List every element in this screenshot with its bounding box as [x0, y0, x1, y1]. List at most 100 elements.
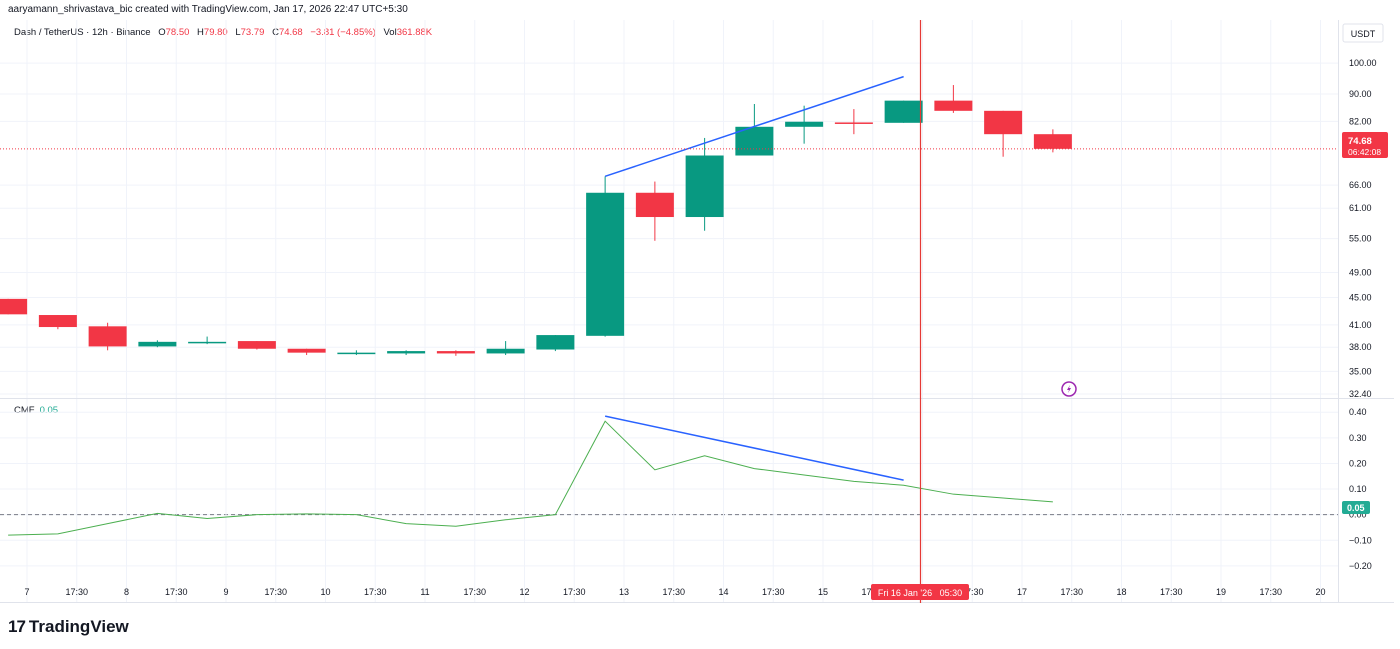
- time-tick-label: 17: [1017, 587, 1027, 597]
- time-tick-label: 17:30: [563, 587, 586, 597]
- bar-countdown: 06:42:08: [1348, 147, 1381, 157]
- cmf-trendline-segment: [604, 415, 904, 481]
- price-tick-label: 45.00: [1349, 293, 1372, 303]
- high-value: 79.80: [203, 27, 228, 38]
- time-tick-label: 20: [1315, 587, 1325, 597]
- cmf-tick-label: 0.30: [1349, 433, 1367, 443]
- price-tick-label: 35.00: [1349, 366, 1372, 376]
- price-tick-label: 49.00: [1349, 268, 1372, 278]
- cmf-tick-label: 0.40: [1349, 407, 1367, 417]
- symbol-name[interactable]: Dash / TetherUS · 12h · Binance: [14, 27, 151, 38]
- cmf-value-badge: 0.05: [1342, 501, 1370, 514]
- candle-body: [0, 298, 28, 315]
- symbol-legend[interactable]: Dash / TetherUS · 12h · Binance O78.50 H…: [14, 27, 432, 38]
- price-tick-label: 100.00: [1349, 58, 1377, 68]
- last-price-badge: 74.68 06:42:08: [1342, 132, 1388, 158]
- open-label: O: [158, 27, 166, 38]
- time-tick-label: 17:30: [961, 587, 984, 597]
- candle-body: [188, 341, 227, 344]
- close-value: 74.68: [278, 27, 303, 38]
- tradingview-brand: TradingView: [28, 617, 129, 636]
- grid: [0, 20, 1338, 602]
- time-tick-label: 12: [519, 587, 529, 597]
- time-tick-label: 14: [718, 587, 728, 597]
- time-tick-label: 19: [1216, 587, 1226, 597]
- tradingview-mark-icon: 17: [8, 617, 26, 636]
- pane-borders: [0, 20, 1394, 603]
- candle-body: [237, 341, 276, 349]
- currency-label: USDT: [1351, 29, 1376, 39]
- price-trendline[interactable]: [604, 75, 904, 178]
- price-tick-label: 38.00: [1349, 342, 1372, 352]
- time-tick-label: 17:30: [1259, 587, 1282, 597]
- cmf-tick-label: −0.20: [1349, 561, 1372, 571]
- cmf-tick-label: 0.10: [1349, 484, 1367, 494]
- cmf-line: [8, 420, 1053, 536]
- time-axis[interactable]: 7 17:30 8 17:30 9 17:30 10 17:30 11 17:30 12 17:30 1…: [24, 587, 1325, 597]
- candle-body: [387, 351, 426, 354]
- cmf-trendline[interactable]: [604, 415, 904, 481]
- candle-body: [984, 110, 1023, 135]
- candle-body: [785, 121, 824, 127]
- currency-badge[interactable]: USDT: [1342, 23, 1384, 43]
- candle-body: [536, 335, 575, 350]
- candle-body: [586, 192, 625, 336]
- candle-body: [635, 192, 674, 218]
- time-tick-label: 11: [420, 587, 429, 597]
- price-tick-label: 55.00: [1349, 234, 1372, 244]
- time-tick-label: 17:30: [1160, 587, 1183, 597]
- volume-value: 361.88K: [396, 27, 433, 38]
- cmf-tick-label: 0.00: [1349, 510, 1367, 520]
- price-trendline-segment: [604, 75, 904, 178]
- price-tick-label: 82.00: [1349, 116, 1372, 126]
- price-tick-label: 61.00: [1349, 203, 1372, 213]
- candle-body: [735, 126, 774, 156]
- price-tick-label: 90.00: [1349, 89, 1372, 99]
- cmf-series: [8, 420, 1053, 536]
- cmf-axis-value: 0.05: [1347, 503, 1365, 513]
- price-axis[interactable]: 100.00 90.00 82.00 66.00 61.00 55.00 49.00 45.0…: [1349, 58, 1377, 399]
- low-value: 73.79: [240, 27, 265, 38]
- candle-body: [38, 315, 77, 328]
- price-tick-label: 41.00: [1349, 320, 1372, 330]
- time-tick-label: 9: [223, 587, 228, 597]
- candle-body: [1033, 134, 1072, 149]
- time-tick-label: 18: [1116, 587, 1126, 597]
- cmf-legend[interactable]: CMF 0.05: [14, 405, 58, 416]
- candle-body: [88, 326, 127, 347]
- time-tick-label: 17:30: [165, 587, 188, 597]
- low-label: L: [235, 27, 241, 38]
- time-tick-label: 17:30: [65, 587, 88, 597]
- time-tick-label: 17:30: [364, 587, 387, 597]
- time-tick-label: 17:30: [1060, 587, 1083, 597]
- candle-body: [337, 352, 376, 355]
- candles[interactable]: [0, 85, 1072, 356]
- time-tick-label: 7: [24, 587, 29, 597]
- last-price-value: 74.68: [1348, 136, 1372, 147]
- time-tick-label: 8: [124, 587, 129, 597]
- high-label: H: [197, 27, 204, 38]
- candle-body: [884, 100, 923, 123]
- time-tick-label: 17:30: [264, 587, 287, 597]
- crosshair-time-label: Fri 16 Jan '26 05:30: [878, 588, 962, 598]
- cmf-axis[interactable]: 0.40 0.30 0.20 0.10 0.00 −0.10 −0.20: [1349, 407, 1372, 571]
- tradingview-logo[interactable]: 17 TradingView: [8, 617, 129, 637]
- cmf-tick-label: 0.20: [1349, 458, 1367, 468]
- crosshair-time-badge: Fri 16 Jan '26 05:30: [871, 584, 969, 600]
- open-value: 78.50: [165, 27, 190, 38]
- candle-body: [436, 351, 475, 354]
- cmf-name[interactable]: CMF: [14, 405, 35, 416]
- candle-body: [685, 155, 724, 218]
- volume-label: Vol: [383, 27, 397, 38]
- time-tick-label: 13: [619, 587, 629, 597]
- candle-body: [138, 341, 177, 347]
- candle-body: [934, 100, 973, 111]
- chart-attribution: aaryamann_shrivastava_bic created with T…: [8, 4, 408, 15]
- candle-body: [834, 122, 873, 124]
- change-value: −3.81 (−4.85%): [310, 27, 376, 38]
- candle-body: [287, 348, 326, 353]
- time-tick-label: 17:30: [762, 587, 785, 597]
- lightning-icon[interactable]: [1061, 381, 1077, 397]
- cmf-value: 0.05: [39, 405, 59, 416]
